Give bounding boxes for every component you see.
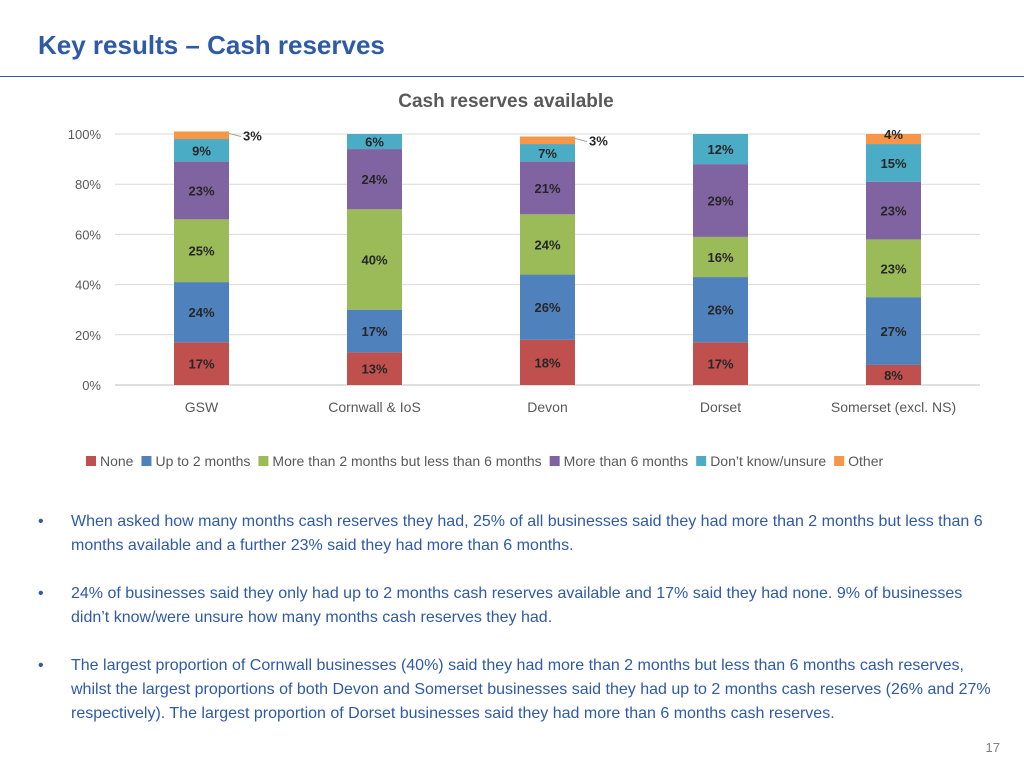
bullet-icon: • xyxy=(38,585,44,602)
bar-segment xyxy=(174,131,229,140)
data-label: 7% xyxy=(538,146,557,161)
data-label: 17% xyxy=(361,324,387,339)
bar-segment xyxy=(520,136,575,145)
y-tick-label: 0% xyxy=(82,378,101,393)
data-label: 27% xyxy=(880,324,906,339)
legend-swatch xyxy=(258,456,269,466)
bar-segment xyxy=(693,164,748,237)
bar-segment xyxy=(174,219,229,283)
data-label: 25% xyxy=(188,244,214,259)
y-tick-label: 60% xyxy=(75,227,101,242)
data-label: 6% xyxy=(365,135,384,150)
x-axis: GSW Cornwall & IoS Devon Dorset Somerset (ex… xyxy=(185,399,956,415)
data-label: 26% xyxy=(707,303,733,318)
chart-title: Cash reserves available xyxy=(398,91,614,112)
bullet-list: • When asked how many months cash reserve… xyxy=(38,510,1003,750)
legend-swatch xyxy=(86,456,96,466)
x-tick-label: Dorset xyxy=(700,399,741,415)
bar-segment xyxy=(347,352,402,385)
data-label: 8% xyxy=(884,368,903,383)
bars xyxy=(174,131,921,385)
data-label: 24% xyxy=(534,237,560,252)
bar-segment xyxy=(520,274,575,340)
bar-segment xyxy=(174,139,229,162)
data-label: 23% xyxy=(880,261,906,276)
bullet-item: • When asked how many months cash reserve… xyxy=(38,510,1003,558)
bullet-icon: • xyxy=(38,513,44,530)
bar-segment xyxy=(693,134,748,165)
bar-segment xyxy=(866,297,921,365)
title-divider xyxy=(0,76,1024,77)
legend-label: Don’t know/unsure xyxy=(710,453,826,469)
data-label: 3% xyxy=(589,134,608,149)
data-label: 21% xyxy=(534,181,560,196)
bullet-item: • The largest proportion of Cornwall busi… xyxy=(38,654,1003,726)
legend-swatch xyxy=(141,456,152,466)
bar-segment xyxy=(174,161,229,220)
leader-line xyxy=(228,133,242,137)
bar-segment xyxy=(693,342,748,385)
bar-segment xyxy=(866,239,921,298)
bullet-icon: • xyxy=(38,657,44,674)
bar-segment xyxy=(174,282,229,343)
y-tick-label: 20% xyxy=(75,328,101,343)
data-label: 12% xyxy=(707,142,733,157)
data-label: 23% xyxy=(188,183,214,198)
data-label: 16% xyxy=(707,250,733,265)
data-label: 9% xyxy=(192,143,211,158)
data-label: 23% xyxy=(880,204,906,219)
data-label: 29% xyxy=(707,194,733,209)
data-labels: 17% 24% 25% 23% 9% 3% 13% 17% 40% 24% 6% 18% 26% 24% 2… xyxy=(188,127,906,383)
bar-segment xyxy=(520,144,575,162)
bar-segment xyxy=(866,364,921,385)
bar-segment xyxy=(693,236,748,278)
data-label: 40% xyxy=(361,253,387,268)
stacked-bar-chart: Cash reserves available 0% 20% 40% 60% 80% 10… xyxy=(68,91,980,469)
x-tick-label: Cornwall & IoS xyxy=(328,399,421,415)
x-tick-label: Somerset (excl. NS) xyxy=(831,399,956,415)
y-tick-label: 80% xyxy=(75,177,101,192)
bar-segment xyxy=(520,214,575,275)
legend: None Up to 2 months More than 2 months but… xyxy=(86,453,883,469)
y-axis: 0% 20% 40% 60% 80% 100% xyxy=(68,127,102,393)
bar-segment xyxy=(693,277,748,343)
data-label: 24% xyxy=(188,305,214,320)
legend-label: Other xyxy=(848,453,883,469)
data-label: 15% xyxy=(880,156,906,171)
page-title: Key results – Cash reserves xyxy=(38,30,385,60)
data-label: 3% xyxy=(243,128,262,143)
legend-label: None xyxy=(100,453,134,469)
data-label: 17% xyxy=(707,357,733,372)
leader-line xyxy=(574,138,588,142)
data-label: 26% xyxy=(534,300,560,315)
bar-segment xyxy=(866,181,921,240)
legend-swatch xyxy=(696,456,707,466)
bar-segment xyxy=(520,161,575,215)
data-label: 13% xyxy=(361,362,387,377)
page-number: 17 xyxy=(985,740,1000,755)
bar-segment xyxy=(347,134,402,150)
bar-segment xyxy=(866,134,921,145)
legend-swatch xyxy=(549,456,560,466)
data-label: 17% xyxy=(188,357,214,372)
bar-segment xyxy=(347,209,402,310)
bar-segment xyxy=(866,144,921,182)
y-tick-label: 40% xyxy=(75,278,101,293)
y-tick-label: 100% xyxy=(68,127,102,142)
bar-segment xyxy=(174,342,229,385)
x-tick-label: GSW xyxy=(185,399,219,415)
legend-label: More than 6 months xyxy=(564,453,689,469)
data-label: 24% xyxy=(361,172,387,187)
x-tick-label: Devon xyxy=(527,399,567,415)
bar-segment xyxy=(520,339,575,385)
data-label: 18% xyxy=(534,355,560,370)
legend-swatch xyxy=(834,456,845,466)
legend-label: More than 2 months but less than 6 month… xyxy=(272,453,541,469)
data-label: 4% xyxy=(884,127,903,142)
bar-segment xyxy=(347,149,402,210)
bar-segment xyxy=(347,309,402,353)
bullet-item: • 24% of businesses said they only had up… xyxy=(38,582,1003,630)
legend-label: Up to 2 months xyxy=(155,453,250,469)
